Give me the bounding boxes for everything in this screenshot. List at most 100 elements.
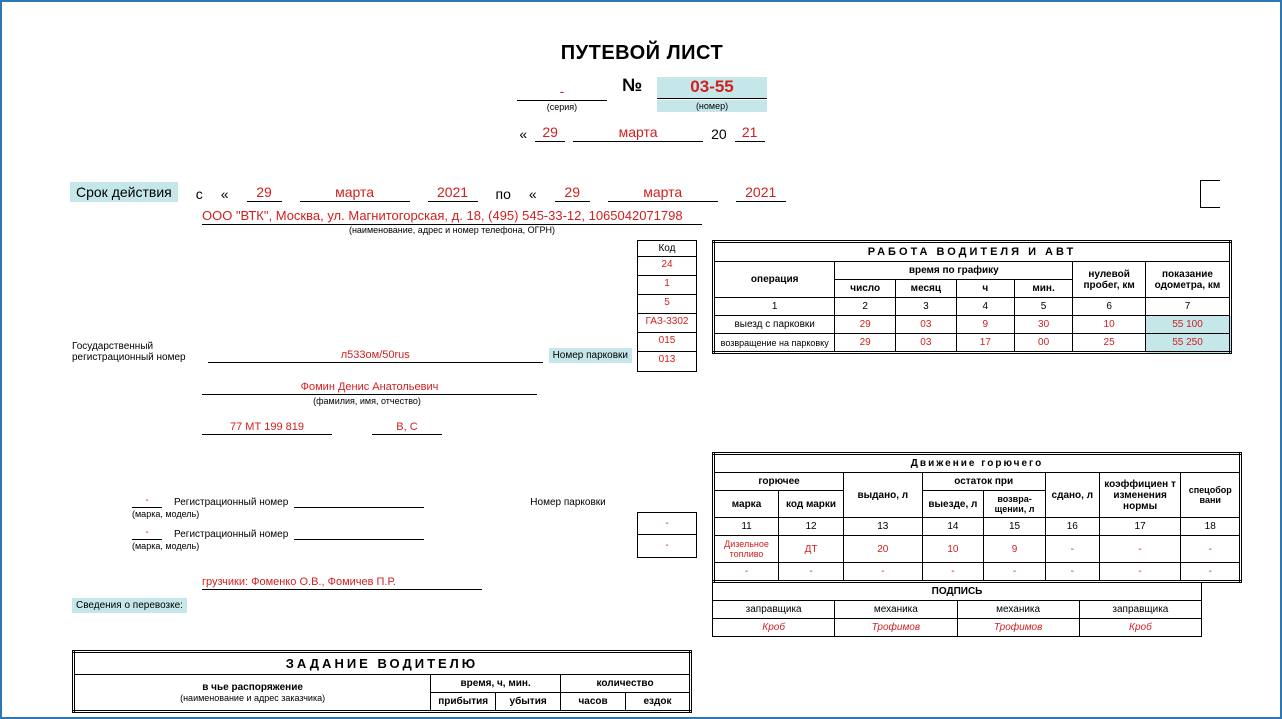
from-month: марта <box>300 184 410 202</box>
right-block-driver: РАБОТА ВОДИТЕЛЯ И АВТ операция время по … <box>712 240 1252 354</box>
r2-brand: марка <box>714 491 779 518</box>
r1-op: операция <box>714 262 835 298</box>
trailer2-reg: Регистрационный номер <box>174 529 288 540</box>
r2-title: Движение горючего <box>714 454 1241 473</box>
license-num: 77 МТ 199 819 <box>202 421 332 435</box>
left-column: Код 24 1 5 ГАЗ-3302 015 013 Государствен… <box>72 240 697 613</box>
assign-arr: прибытия <box>431 693 496 712</box>
trailer1-reg: Регистрационный номер <box>174 497 288 508</box>
trailer1-sub: (марка, модель) <box>132 509 697 519</box>
code-box: Код 24 1 5 ГАЗ-3302 015 013 <box>637 240 697 372</box>
code-r5: 013 <box>638 352 696 371</box>
r1-day: число <box>835 280 896 298</box>
r2-issued: выдано, л <box>844 473 922 518</box>
assign-dep: убытия <box>496 693 561 712</box>
from-year: 2021 <box>428 184 478 202</box>
reg-label: Государственный регистрационный номер <box>72 341 202 363</box>
r2-row1: Дизельное топливо ДТ 20 10 9 - - - <box>714 536 1241 563</box>
r2-ret: возвра-щении, л <box>984 491 1046 518</box>
org-row: ООО "ВТК", Москва, ул. Магнитогорская, д… <box>202 208 1282 225</box>
parking-box2: - - <box>637 512 697 558</box>
code-r0: 24 <box>638 257 696 276</box>
cut-box-right <box>1200 180 1220 208</box>
r1-row1: выезд с парковки 2903 930 1055 100 <box>714 316 1231 334</box>
series-row: - (серия) № 03-55 (номер) <box>2 77 1282 112</box>
sign-roles: заправщика механика механика заправщика <box>713 601 1202 619</box>
issue-year: 21 <box>735 124 765 142</box>
quote-open: « <box>519 126 527 142</box>
series-sub: (серия) <box>517 102 607 112</box>
r2-remain: остаток при <box>922 473 1045 491</box>
validity-row: Срок действия с « 29 марта 2021 по « 29 … <box>70 182 1282 202</box>
assign-time: время, ч, мин. <box>431 675 561 693</box>
q1: « <box>221 186 229 202</box>
loaders: грузчики: Фоменко О.В., Фомичев П.Р. <box>202 576 482 590</box>
validity-from: с <box>196 186 203 202</box>
code-r1: 1 <box>638 276 696 295</box>
assign-qty: количество <box>561 675 691 693</box>
assign-whom: в чье распоряжение <box>79 682 426 693</box>
r1-zero: нулевой пробег, км <box>1073 262 1146 298</box>
r2-row2: - - - - - - - - <box>714 563 1241 582</box>
r2-fuel: горючее <box>714 473 844 491</box>
r1-numrow: 123 456 7 <box>714 298 1231 316</box>
assign-hours: часов <box>561 693 626 712</box>
q2: « <box>529 186 537 202</box>
driver-sub: (фамилия, имя, отчество) <box>202 396 532 406</box>
assignment-block: ЗАДАНИЕ ВОДИТЕЛЮ в чье распоряжение (наи… <box>72 650 692 713</box>
r1-month: месяц <box>896 280 957 298</box>
r1-sched: время по графику <box>835 262 1073 280</box>
validity-label: Срок действия <box>70 182 178 202</box>
code-r4: 015 <box>638 333 696 352</box>
doc-title: ПУТЕВОЙ ЛИСТ <box>2 42 1282 65</box>
series-value: - <box>517 83 607 101</box>
r2-equip: спецобор вани <box>1181 473 1241 518</box>
r1-odom: показание одометра, км <box>1146 262 1231 298</box>
number-sub: (номер) <box>657 100 767 112</box>
r2-given: сдано, л <box>1045 473 1099 518</box>
assign-trips: ездок <box>626 693 691 712</box>
r1-row2: возвращение на парковку 2903 1700 2555 2… <box>714 334 1231 353</box>
to-month: марта <box>608 184 718 202</box>
from-day: 29 <box>247 184 282 202</box>
pb2-b: - <box>638 535 696 557</box>
r2-coef: коэффициен т изменения нормы <box>1099 473 1181 518</box>
r2-numrow: 111213 141516 1718 <box>714 518 1241 536</box>
parking-label: Номер парковки <box>549 348 632 363</box>
code-header: Код <box>638 241 696 257</box>
year-prefix: 20 <box>711 126 727 142</box>
assign-title: ЗАДАНИЕ ВОДИТЕЛЮ <box>74 652 691 675</box>
pb2-a: - <box>638 513 696 535</box>
code-r3: ГАЗ-3302 <box>638 314 696 333</box>
shipment-label: Сведения о перевозке: <box>72 598 187 613</box>
r1-h: ч <box>956 280 1014 298</box>
trailer1-dash: - <box>132 495 162 508</box>
validity-to: по <box>496 186 511 202</box>
number-value: 03-55 <box>657 77 767 99</box>
r2-out: выезде, л <box>922 491 984 518</box>
r1-min: мин. <box>1014 280 1072 298</box>
org-text: ООО "ВТК", Москва, ул. Магнитогорская, д… <box>202 208 702 225</box>
driver-name: Фомин Денис Анатольевич <box>202 381 537 395</box>
r1-title: РАБОТА ВОДИТЕЛЯ И АВТ <box>714 242 1231 262</box>
right-block-fuel: Движение горючего горючее выдано, л оста… <box>712 452 1272 637</box>
to-day: 29 <box>555 184 590 202</box>
org-sub: (наименование, адрес и номер телефона, О… <box>202 225 702 235</box>
to-year: 2021 <box>736 184 786 202</box>
sign-label: ПОДПИСЬ <box>713 583 1202 601</box>
issue-day: 29 <box>535 124 565 142</box>
assign-whom-sub: (наименование и адрес заказчика) <box>79 693 426 703</box>
trailer2-dash: - <box>132 527 162 540</box>
parking-label2: Номер парковки <box>530 497 605 508</box>
sign-names: Кроб Трофимов Трофимов Кроб <box>713 619 1202 637</box>
trailer2-reg-val <box>294 538 424 540</box>
trailer2-sub: (марка, модель) <box>132 541 697 551</box>
code-r2: 5 <box>638 295 696 314</box>
r2-code: код марки <box>779 491 844 518</box>
num-sign: № <box>622 75 642 96</box>
reg-value: л533ом/50rus <box>208 349 543 363</box>
trailer1-reg-val <box>294 506 424 508</box>
license-cat: В, С <box>372 421 442 435</box>
issue-month: марта <box>573 124 703 142</box>
issue-date: « 29 марта 20 21 <box>2 124 1282 142</box>
